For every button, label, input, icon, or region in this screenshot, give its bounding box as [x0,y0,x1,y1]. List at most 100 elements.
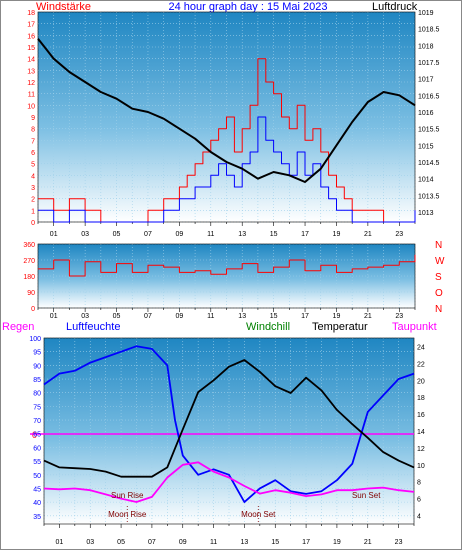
chart_data.0.y_left.ticks-tick-label: 4 [31,173,35,180]
x-tick-label: 23 [395,231,403,238]
x-tick-label: 13 [238,313,246,320]
chart_data.0.y_left.ticks-tick-label: 11 [28,92,35,99]
x-tick-label: 17 [301,313,309,320]
x-tick-label: 11 [207,313,214,320]
chart_data.2.y_right.ticks-tick-label: 10 [417,463,425,470]
compass-label: S [435,272,442,283]
compass-label: N [435,304,442,315]
chart_data.0.y_right.ticks-tick-label: 1017 [418,77,434,84]
chart_data.0.y_right.ticks-tick-label: 1013 [418,210,434,217]
x-tick-label: 05 [113,313,121,320]
chart_data.0.y_right.ticks-tick-label: 1014 [418,177,434,184]
luftfeuchte-series [43,345,415,503]
x-tick-label: 19 [333,539,341,546]
wind-direction-series [38,254,416,277]
x-tick-label: 05 [113,231,121,238]
header-right-label: Luftdruck [372,1,418,13]
chart_data.0.y_left.ticks-tick-label: 10 [27,103,35,110]
annotation-label: Moon Set [241,510,276,519]
plot-border [37,243,416,309]
chart_data.1.y_left.ticks-tick-label: 270 [23,258,35,265]
compass-label: W [435,256,445,267]
plot-border [43,337,415,525]
x-tick-label: 03 [81,231,89,238]
chart_data.2.y_right.ticks-tick-label: 8 [417,480,421,487]
plot-border [37,11,416,223]
wind-speed-series [38,116,416,223]
x-tick-label: 07 [148,539,156,546]
annotation-label: Sun Rise [111,491,144,500]
legend-windchill: Windchill [246,321,290,333]
chart_data.0.y_left.ticks-tick-label: 17 [27,22,35,29]
chart_data.0.y_right.ticks-tick-label: 1014.5 [418,160,440,167]
header-left-label: Windstärke [36,1,91,13]
chart_data.0.y_left.ticks-tick-label: 9 [31,115,35,122]
x-tick-label: 03 [81,313,89,320]
chart_data.2.y_left.ticks-tick-label: 50 [33,473,41,480]
x-tick-label: 23 [395,539,403,546]
chart_data.0.y_right.ticks-tick-label: 1018 [418,43,434,50]
x-tick-label: 07 [144,313,152,320]
chart_data.2.y_left.ticks-tick-label: 95 [33,350,41,357]
chart_data.0.y_left.ticks-tick-label: 14 [27,57,35,64]
legend-taupunkt: Taupunkt [392,321,437,333]
chart_data.0.y_right.ticks-tick-label: 1017.5 [418,60,440,67]
chart_data.0.y_left.ticks-tick-label: 13 [27,68,35,75]
chart_data.2.y_left.ticks-tick-label: 65 [33,432,41,439]
pressure-series [37,38,416,183]
chart_data.2.y_right.ticks-tick-label: 16 [417,412,425,419]
x-tick-label: 09 [179,539,187,546]
taupunkt-series [43,461,415,503]
x-tick-label: 19 [333,231,341,238]
chart_data.0.y_left.ticks-tick-label: 6 [31,150,35,157]
x-tick-label: 03 [86,539,94,546]
wind-direction-plot-area [38,244,415,308]
wind-gust-series [38,58,416,223]
chart_data.0.y_right.ticks-tick-label: 1016 [418,110,434,117]
chart_data.2.y_right.ticks-tick-label: 20 [417,378,425,385]
chart_data.1.y_left.ticks-tick-label: 90 [27,290,35,297]
x-tick-label: 09 [175,313,183,320]
chart_data.2.y_left.ticks-tick-label: 55 [33,459,41,466]
chart_data.2.y_left.ticks-tick-label: 100 [29,336,41,343]
chart_data.0.y_left.ticks-tick-label: 5 [31,162,35,169]
x-tick-label: 21 [364,539,372,546]
chart_data.2.y_left.ticks-tick-label: 60 [33,445,41,452]
chart_data.0.y_left.ticks-tick-label: 8 [31,127,35,134]
chart_data.0.y_right.ticks-tick-label: 1013.5 [418,193,440,200]
chart_data.2.y_right.ticks-tick-label: 24 [417,344,425,351]
chart_data.0.y_right.ticks-tick-label: 1019 [418,10,434,17]
chart_data.2.y_left.ticks-tick-label: 35 [33,514,41,521]
x-tick-label: 15 [271,539,279,546]
x-tick-label: 21 [364,313,372,320]
legend-luftfeuchte: Luftfeuchte [66,321,120,333]
chart_data.1.y_left.ticks-tick-label: 0 [31,306,35,313]
chart_data.0.y_right.ticks-tick-label: 1016.5 [418,93,440,100]
chart_data.0.y_left.ticks-tick-label: 16 [27,33,35,40]
chart_data.2.y_right.ticks-tick-label: 12 [417,446,425,453]
x-tick-label: 13 [238,231,246,238]
chart_data.1.y_left.ticks-tick-label: 360 [23,242,35,249]
chart_data.2.y_left.ticks-tick-label: 70 [33,418,41,425]
x-tick-label: 17 [301,231,309,238]
x-tick-label: 11 [207,231,214,238]
chart_data.2.y_left.ticks-tick-label: 85 [33,377,41,384]
x-tick-label: 01 [50,313,58,320]
legend-temperatur: Temperatur [312,321,368,333]
x-tick-label: 11 [210,539,217,546]
chart_data.0.y_right.ticks-tick-label: 1015.5 [418,127,440,134]
chart_data.2.y_left.ticks-tick-label: 45 [33,486,41,493]
x-tick-label: 23 [395,313,403,320]
annotation-label: Sun Set [352,491,381,500]
chart_data.2.y_right.ticks-tick-label: 6 [417,497,421,504]
chart_data.2.y_left.ticks-tick-label: 80 [33,391,41,398]
chart_data.2.y_right.ticks-tick-label: 18 [417,395,425,402]
chart_data.1.y_left.ticks-tick-label: 180 [23,274,35,281]
chart_data.2.y_right.ticks-tick-label: 22 [417,361,425,368]
compass-label: N [435,240,442,251]
chart_data.2.y_left.ticks-tick-label: 40 [33,500,41,507]
chart_data.0.y_left.ticks-tick-label: 0 [31,220,35,227]
chart_data.2.y_right.ticks-tick-label: 4 [417,514,421,521]
chart_data.0.y_right.ticks-tick-label: 1018.5 [418,27,440,34]
x-tick-label: 09 [175,231,183,238]
